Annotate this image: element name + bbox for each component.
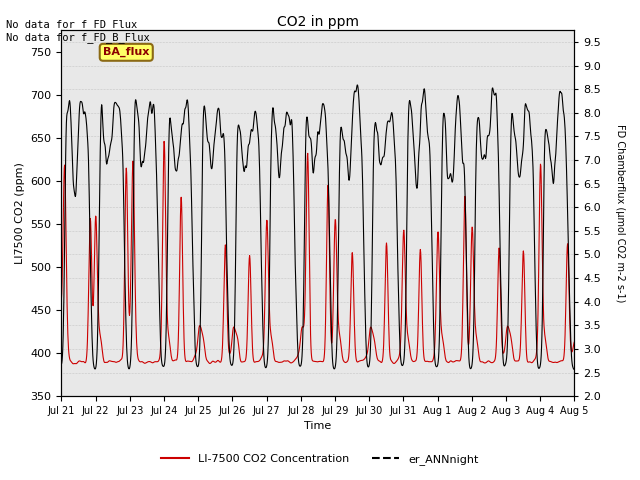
Y-axis label: LI7500 CO2 (ppm): LI7500 CO2 (ppm) <box>15 162 25 264</box>
Text: BA_flux: BA_flux <box>103 47 150 58</box>
Legend: LI-7500 CO2 Concentration, er_ANNnight: LI-7500 CO2 Concentration, er_ANNnight <box>157 450 483 469</box>
Text: No data for f_FD_Flux
No data for f_FD_B_Flux: No data for f_FD_Flux No data for f_FD_B… <box>6 19 150 43</box>
Title: CO2 in ppm: CO2 in ppm <box>277 15 359 29</box>
Y-axis label: FD Chamberflux (μmol CO2 m-2 s-1): FD Chamberflux (μmol CO2 m-2 s-1) <box>615 124 625 302</box>
X-axis label: Time: Time <box>304 421 332 432</box>
